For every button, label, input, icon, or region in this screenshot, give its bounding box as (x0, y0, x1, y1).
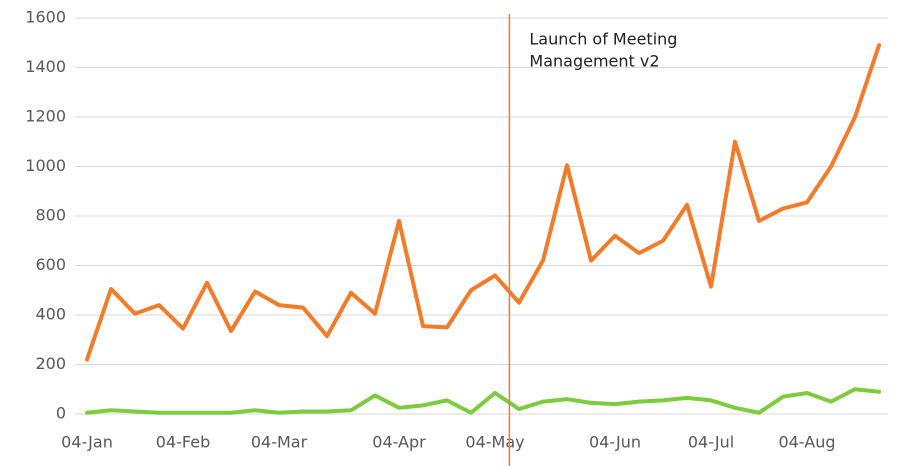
y-tick-label: 1600 (25, 8, 66, 27)
x-tick-label: 04-Jan (61, 433, 113, 452)
series-line (85, 387, 881, 415)
annotation-text: Management v2 (529, 52, 659, 71)
y-tick-label: 200 (35, 354, 66, 373)
annotation-text: Launch of Meeting (529, 30, 677, 49)
x-tick-label: 04-Jun (589, 433, 641, 452)
x-tick-label: 04-Feb (156, 433, 210, 452)
x-tick-label: 04-Aug (778, 433, 835, 452)
y-tick-label: 0 (56, 404, 66, 423)
x-tick-label: 04-Mar (251, 433, 308, 452)
x-tick-label: 04-Apr (372, 433, 426, 452)
series-line (85, 43, 881, 362)
y-tick-label: 1000 (25, 156, 66, 175)
y-tick-label: 800 (35, 206, 66, 225)
y-tick-label: 1200 (25, 107, 66, 126)
x-tick-label: 04-Jul (688, 433, 734, 452)
y-tick-label: 1400 (25, 57, 66, 76)
y-tick-label: 400 (35, 305, 66, 324)
x-tick-label: 04-May (465, 433, 524, 452)
y-tick-label: 600 (35, 255, 66, 274)
